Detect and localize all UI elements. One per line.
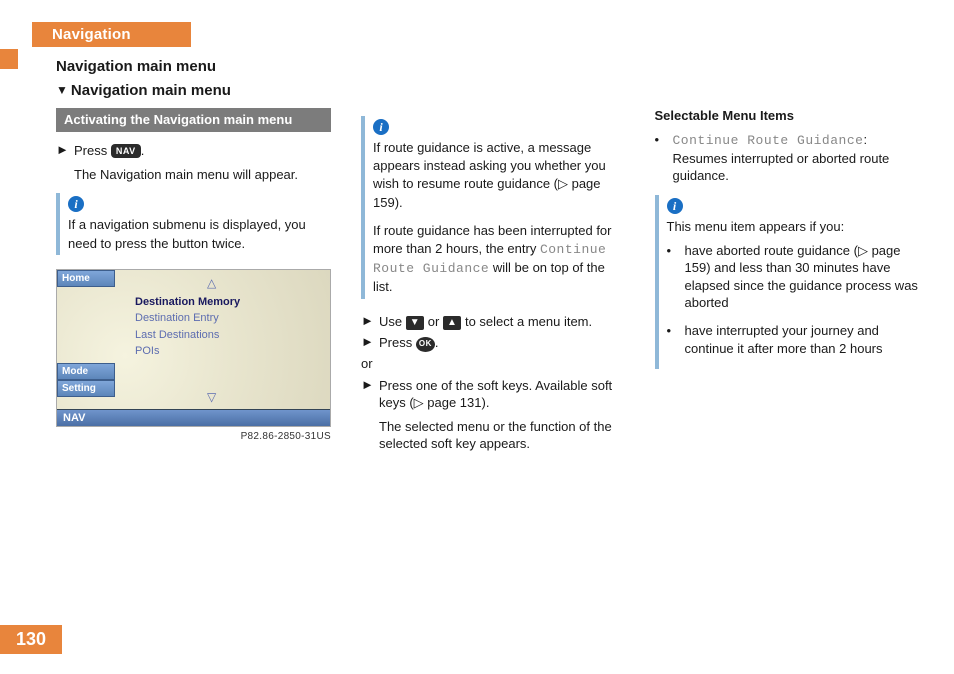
step-text: Press one of the soft keys. Available so… — [379, 377, 625, 412]
step-marker-icon: ► — [361, 334, 379, 352]
list-heading: Selectable Menu Items — [655, 108, 919, 123]
column-1: Activating the Navigation main menu ► Pr… — [56, 108, 331, 590]
step-marker-icon: ► — [361, 377, 379, 412]
list-item: • have interrupted your journey and cont… — [667, 322, 919, 357]
menu-item-selected: Destination Memory — [135, 294, 240, 311]
softkey-home: Home — [57, 270, 115, 287]
manual-page: Navigation Navigation main menu ▼Navigat… — [36, 24, 918, 650]
chapter-tab: Navigation — [32, 22, 191, 47]
list-item: • Continue Route Guidance: Resumes inter… — [655, 131, 919, 185]
info-icon: i — [667, 198, 683, 214]
list-item-text: Continue Route Guidance: Resumes interru… — [673, 131, 919, 185]
device-screen: Home Mode Setting △ Destination Memory D… — [56, 269, 331, 427]
step-result: The Navigation main menu will appear. — [74, 166, 331, 184]
procedure-heading: Activating the Navigation main menu — [56, 108, 331, 132]
subsection-heading: ▼Navigation main menu — [56, 82, 231, 99]
note-text: If a navigation submenu is displayed, yo… — [68, 217, 306, 250]
list-item-text: have interrupted your journey and contin… — [685, 322, 919, 357]
bullet-icon: • — [655, 131, 673, 185]
or-label: or — [361, 356, 625, 371]
step: ► Press OK. — [361, 334, 625, 352]
list-item: • have aborted route guidance (▷ page 15… — [667, 242, 919, 312]
softkey-mode: Mode — [57, 363, 115, 380]
step-text: Use ▼ or ▲ to select a menu item. — [379, 313, 625, 331]
step: ► Press one of the soft keys. Available … — [361, 377, 625, 412]
bullet-list: • Continue Route Guidance: Resumes inter… — [655, 131, 919, 185]
nav-screenshot: Home Mode Setting △ Destination Memory D… — [56, 269, 331, 442]
note-text: If route guidance has been interrupted f… — [373, 223, 612, 295]
column-3: Selectable Menu Items • Continue Route G… — [655, 108, 919, 590]
list-item-text: have aborted route guidance (▷ page 159)… — [685, 242, 919, 312]
softkey-setting: Setting — [57, 380, 115, 397]
menu-item: POIs — [135, 343, 240, 360]
page-number: 130 — [0, 625, 62, 654]
arrow-up-key-icon: ▲ — [443, 316, 461, 331]
nav-key-icon: NAV — [111, 144, 141, 158]
subsection-title: Navigation main menu — [71, 82, 231, 99]
step-text: Press NAV. — [74, 142, 331, 160]
note-text: If route guidance is active, a message a… — [373, 140, 606, 210]
bullet-icon: • — [667, 322, 685, 357]
note-intro: This menu item appears if you: — [667, 219, 845, 234]
menu-name-code: Continue Route Guidance — [673, 133, 864, 148]
menu-item: Destination Entry — [135, 310, 240, 327]
scroll-up-icon: △ — [207, 276, 216, 290]
menu-item: Last Destinations — [135, 327, 240, 344]
step-text: Press OK. — [379, 334, 625, 352]
side-accent — [0, 49, 18, 69]
menu-list: Destination Memory Destination Entry Las… — [135, 294, 240, 360]
step: ► Press NAV. — [56, 142, 331, 160]
triangle-down-icon: ▼ — [56, 83, 68, 97]
info-note: i If a navigation submenu is displayed, … — [56, 193, 331, 254]
step-result: The selected menu or the function of the… — [379, 418, 625, 453]
info-icon: i — [373, 119, 389, 135]
softkey-column: Home Mode Setting — [57, 270, 115, 408]
step-marker-icon: ► — [56, 142, 74, 160]
scroll-down-icon: ▽ — [207, 390, 216, 404]
content-columns: Activating the Navigation main menu ► Pr… — [56, 108, 918, 590]
step: ► Use ▼ or ▲ to select a menu item. — [361, 313, 625, 331]
info-note: i This menu item appears if you: • have … — [655, 195, 919, 369]
section-heading: Navigation main menu — [56, 58, 216, 75]
note-bullet-list: • have aborted route guidance (▷ page 15… — [667, 242, 919, 357]
step-marker-icon: ► — [361, 313, 379, 331]
figure-caption: P82.86-2850-31US — [56, 431, 331, 442]
ok-key-icon: OK — [416, 337, 435, 352]
info-icon: i — [68, 196, 84, 212]
column-2: i If route guidance is active, a message… — [361, 108, 625, 590]
screen-footer: NAV — [57, 409, 330, 426]
arrow-down-key-icon: ▼ — [406, 316, 424, 331]
info-note: i If route guidance is active, a message… — [361, 116, 625, 299]
bullet-icon: • — [667, 242, 685, 312]
